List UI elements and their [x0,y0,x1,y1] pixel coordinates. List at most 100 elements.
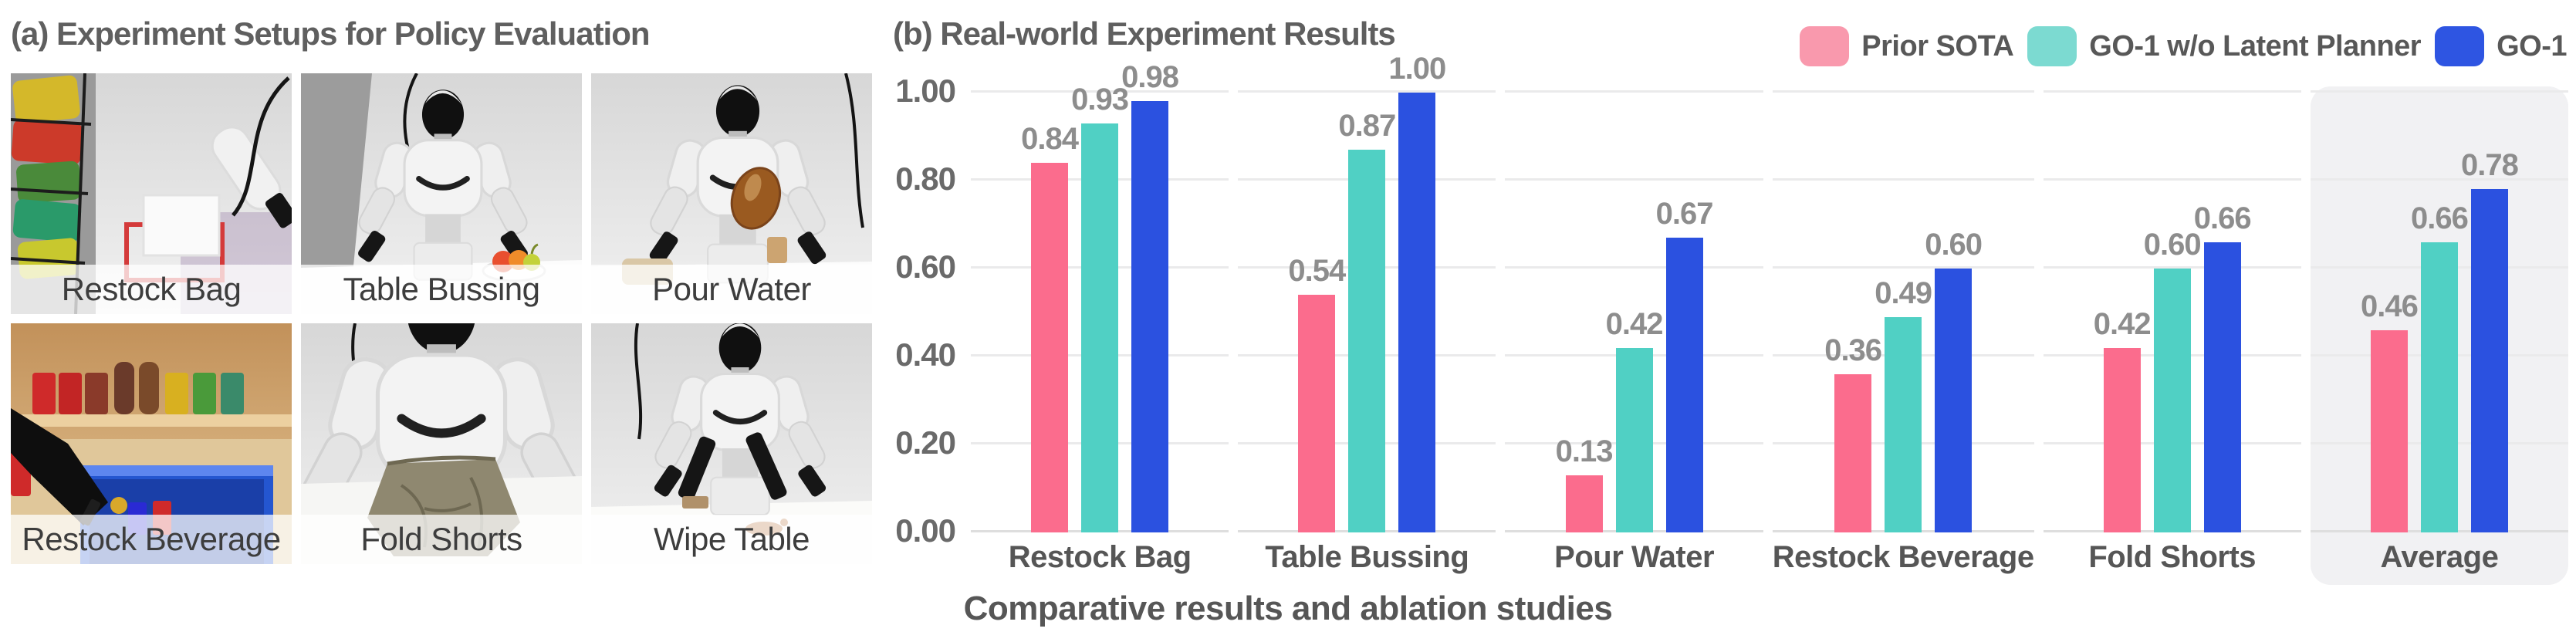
bar-go-1 [2470,189,2508,532]
gridline [2310,178,2569,181]
bar-chart: 0.84 0.93 0.98 Restock Bag 0.54 0.87 1.00 Ta… [971,52,2569,585]
bar-value-label: 0.42 [1605,306,1664,341]
gridline [1505,90,1763,93]
category-label: Pour Water [1554,540,1715,574]
y-tick-label: 0.80 [895,160,956,197]
chart-facet: 0.36 0.49 0.60 Restock Beverage [1772,86,2034,585]
bar-go-1 [1398,93,1436,532]
photo-label: Restock Bag [11,265,292,314]
bar-slot: 0.13 [1556,434,1614,532]
gridline [1772,90,2034,93]
chart-facet: 0.54 0.87 1.00 Table Bussing [1238,52,1496,585]
bar-group: 0.36 0.49 0.60 [1773,228,2034,532]
bar-value-label: 0.42 [2093,306,2152,341]
bar-slot: 0.93 [1071,83,1129,532]
chart-legend: Prior SOTA GO-1 w/o Latent Planner GO-1 [1800,26,2567,66]
bar-group: 0.46 0.66 0.78 [2311,148,2568,532]
bar-slot: 0.67 [1656,197,1714,532]
y-tick-label: 0.40 [895,336,956,373]
bar-group: 0.42 0.60 0.66 [2044,201,2301,532]
bar-group: 0.54 0.87 1.00 [1238,52,1496,532]
category-label: Restock Bag [1008,540,1192,574]
photo-pour-water: Pour Water [591,73,872,314]
bar-prior-sota [2103,347,2141,532]
chart-facet: 0.42 0.60 0.66 Fold Shorts [2043,86,2301,585]
y-tick-label: 0.20 [895,424,956,461]
y-tick-label: 0.00 [895,512,956,549]
y-axis: 0.00 0.20 0.40 0.60 0.80 1.00 [864,0,956,642]
bar-slot: 0.66 [2194,201,2252,532]
figure-caption: Comparative results and ablation studies [963,590,1613,627]
legend-label: Prior SOTA [1861,29,2014,63]
legend-item: Prior SOTA [1800,26,2014,66]
panel-a-title: (a) Experiment Setups for Policy Evaluat… [11,15,651,52]
legend-swatch-icon [2435,26,2485,66]
bar-value-label: 0.67 [1655,197,1714,231]
category-label: Fold Shorts [2088,540,2257,574]
gridline [971,90,1229,93]
bar-slot: 0.84 [1021,122,1079,532]
bar-value-label: 0.60 [1925,228,1983,262]
bar-value-label: 0.36 [1824,333,1882,367]
gridline [1238,90,1496,93]
bar-slot: 0.54 [1288,254,1346,532]
chart-facet: 0.84 0.93 0.98 Restock Bag [971,60,1229,585]
bar-value-label: 0.49 [1875,275,1932,310]
bar-value-label: 0.54 [1288,254,1346,289]
gridline [2043,178,2301,181]
restock-bag-scene [11,73,292,314]
gridline [2043,90,2301,93]
bar-go-1-w-o-latent-planner [2420,242,2458,532]
chart-facet: 0.46 0.66 0.78 Average [2310,86,2569,585]
bar-slot: 0.42 [1606,307,1664,532]
gridline [1505,266,1763,269]
gridline [2043,266,2301,269]
legend-swatch-icon [1800,26,1850,66]
bar-go-1 [1665,238,1703,532]
category-label: Average [2380,540,2499,574]
bar-prior-sota [2370,329,2408,532]
legend-item: GO-1 [2435,26,2567,66]
gridline [1505,178,1763,181]
bar-slot: 0.60 [1925,228,1983,532]
y-tick-label: 1.00 [895,73,956,109]
bar-group: 0.13 0.42 0.67 [1505,197,1763,532]
photo-label: Pour Water [591,265,872,314]
bar-go-1 [1935,269,1973,532]
bar-go-1-w-o-latent-planner [1348,150,1386,532]
bar-value-label: 0.84 [1021,122,1079,157]
photo-wipe-table: Wipe Table [591,323,872,564]
bar-prior-sota [1565,475,1603,532]
bar-prior-sota [1298,295,1336,532]
bar-value-label: 0.98 [1121,60,1179,95]
bar-slot: 0.46 [2361,289,2419,532]
photo-fold-shorts: Fold Shorts [301,323,582,564]
bar-slot: 0.49 [1875,276,1932,532]
photo-restock-beverage: Restock Beverage [11,323,292,564]
bar-go-1 [2203,242,2241,532]
bar-value-label: 0.46 [2360,289,2419,323]
gridline [1772,178,2034,181]
bar-value-label: 1.00 [1388,52,1446,86]
photo-label: Restock Beverage [11,515,292,564]
bar-value-label: 0.66 [2193,201,2252,235]
bar-value-label: 0.66 [2410,201,2469,235]
facet-plot: 0.36 0.49 0.60 [1772,86,2034,532]
photo-restock-bag: Restock Bag [11,73,292,314]
bar-value-label: 0.93 [1071,82,1129,117]
legend-swatch-icon [2027,26,2077,66]
bar-prior-sota [1834,373,1872,532]
facet-plot: 0.54 0.87 1.00 [1238,52,1496,532]
bar-slot: 0.36 [1824,333,1882,532]
bar-prior-sota [1031,163,1069,532]
category-label: Table Bussing [1265,540,1469,574]
category-label: Restock Beverage [1772,540,2034,574]
facet-plot: 0.46 0.66 0.78 [2310,86,2569,532]
experiment-photo-grid: Restock Bag Table Bussing [11,73,872,564]
bar-slot: 0.78 [2461,148,2519,532]
legend-label: GO-1 w/o Latent Planner [2089,29,2422,63]
bar-value-label: 0.78 [2460,148,2519,183]
legend-item: GO-1 w/o Latent Planner [2027,26,2422,66]
bar-slot: 1.00 [1388,52,1446,532]
